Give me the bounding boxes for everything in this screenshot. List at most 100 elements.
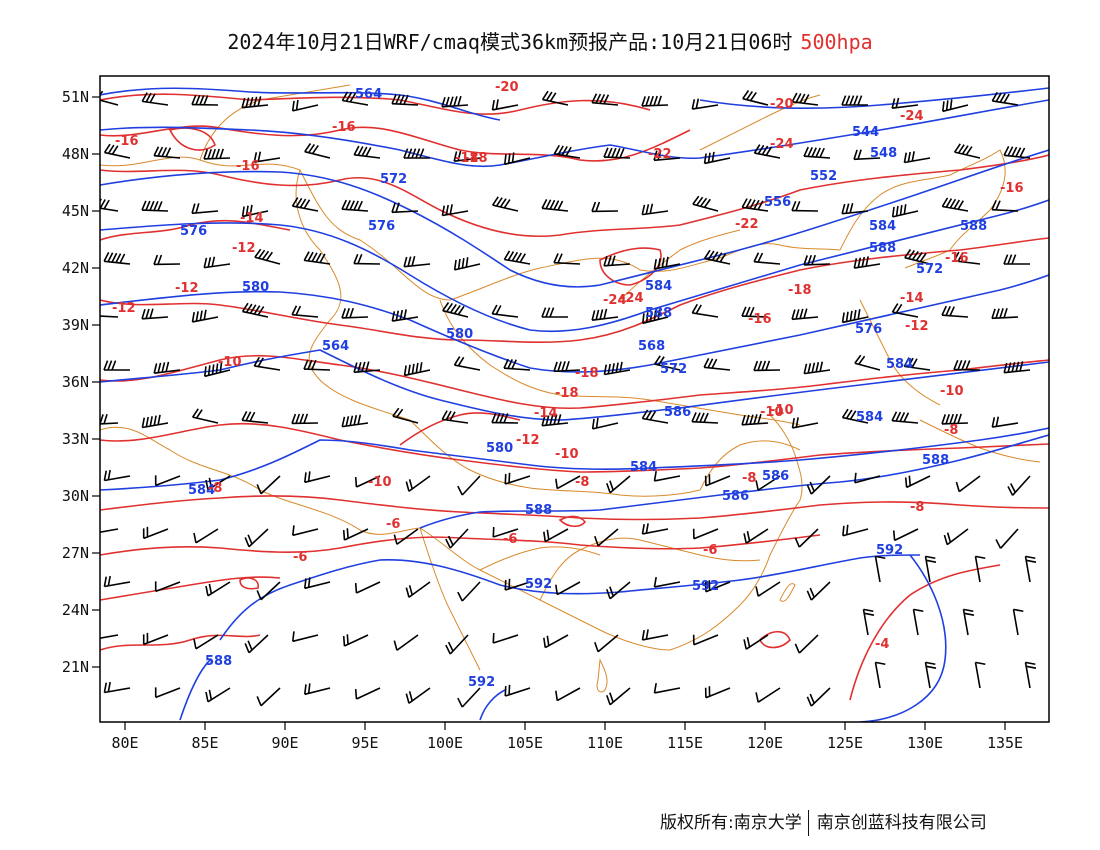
wind-barb — [405, 687, 431, 704]
wind-barb — [791, 92, 819, 106]
wind-barb — [555, 475, 581, 490]
temperature-label: -20 — [495, 80, 519, 95]
wind-barb — [253, 356, 281, 371]
wind-barb — [441, 204, 469, 217]
height-label: 586 — [664, 405, 691, 420]
temperature-label: -10 — [770, 403, 794, 418]
wind-barb — [503, 152, 531, 166]
x-axis: 80E 85E 90E 95E 100E 105E 110E 115E 120E 125E 130E… — [111, 722, 1023, 752]
temperature-label: -22 — [735, 217, 759, 232]
wind-barb — [741, 413, 769, 426]
wind-barb — [303, 251, 331, 265]
temperature-label: -18 — [788, 283, 812, 298]
wind-barb — [743, 634, 769, 650]
wind-barb — [154, 581, 181, 593]
wind-barb — [491, 99, 519, 111]
y-tick-label: 27N — [62, 544, 89, 562]
wind-barb — [892, 528, 919, 542]
wind-barb — [441, 95, 469, 108]
temperature-label: -10 — [555, 447, 579, 462]
wind-barb — [743, 528, 769, 544]
height-label: 572 — [660, 362, 687, 377]
wind-barb — [241, 204, 269, 218]
temperature-label: -16 — [115, 134, 139, 149]
wind-barb — [1007, 475, 1031, 496]
height-label: 592 — [876, 543, 903, 558]
height-label: 572 — [916, 262, 943, 277]
wind-barb — [641, 309, 669, 325]
wind-barb — [653, 470, 681, 482]
wind-barb — [591, 417, 619, 430]
wind-barb — [503, 250, 531, 265]
y-tick-label: 30N — [62, 487, 89, 505]
wind-barb — [692, 528, 719, 540]
wind-barb — [841, 203, 869, 215]
wind-barb — [457, 475, 481, 496]
temperature-label: -16 — [1000, 181, 1024, 196]
wind-barb — [1003, 145, 1031, 159]
wind-barb — [291, 305, 319, 318]
wind-barb — [853, 256, 881, 269]
wind-barb — [603, 361, 631, 376]
height-label: 588 — [205, 654, 232, 669]
wind-barb — [841, 309, 869, 324]
wind-barb — [391, 309, 419, 322]
wind-barb — [391, 202, 419, 214]
wind-barb — [954, 143, 981, 159]
wind-barb — [753, 144, 781, 159]
wind-barb — [341, 307, 369, 319]
wind-barb — [205, 581, 231, 597]
temperature-label: -18 — [464, 151, 488, 166]
wind-barb — [553, 144, 581, 159]
x-tick-label: 105E — [507, 734, 543, 752]
wind-barb — [1003, 254, 1030, 265]
wind-barb — [442, 302, 469, 318]
height-label: 584 — [886, 357, 913, 372]
wind-barb — [803, 254, 831, 266]
height-label: 584 — [856, 410, 883, 425]
wind-barb — [541, 307, 568, 318]
temperature-label: -6 — [293, 550, 307, 565]
wind-barb — [153, 361, 181, 374]
wind-barb — [974, 661, 986, 689]
wind-barb — [691, 98, 719, 110]
wind-barb — [393, 634, 419, 651]
wind-barb — [193, 528, 219, 544]
x-tick-label: 95E — [351, 734, 378, 752]
wind-barb — [903, 151, 931, 164]
wind-barb — [991, 200, 1019, 212]
wind-barb — [353, 361, 381, 374]
wind-barb — [553, 253, 581, 265]
wind-barb — [445, 634, 469, 655]
height-label: 544 — [852, 125, 879, 140]
wind-barb — [653, 682, 681, 694]
wind-barb — [403, 362, 431, 377]
height-label: 564 — [355, 87, 382, 102]
wind-barb — [594, 634, 619, 653]
wind-barb — [142, 632, 169, 646]
wind-barb — [704, 474, 731, 487]
temperature-label: -14 — [900, 291, 924, 306]
wind-barb — [603, 147, 631, 159]
temperature-label: -16 — [332, 120, 356, 135]
wind-barb — [912, 608, 924, 636]
wind-barb — [100, 528, 119, 533]
wind-barb — [100, 634, 119, 639]
wind-barb — [103, 251, 131, 265]
x-tick-label: 80E — [111, 734, 138, 752]
height-label: 576 — [368, 219, 395, 234]
wind-barb — [874, 661, 886, 689]
temperature-label: -8 — [910, 500, 924, 515]
height-label: 584 — [630, 460, 657, 475]
wind-barb — [941, 305, 969, 318]
wind-barb — [141, 92, 169, 106]
wind-barb — [291, 99, 319, 112]
wind-barb — [441, 410, 469, 424]
map-frame — [99, 75, 1050, 723]
wind-barb — [492, 633, 519, 644]
wind-barb — [641, 523, 669, 535]
wind-barb — [591, 93, 619, 106]
wind-barb — [841, 95, 868, 106]
temperature-label: -10 — [760, 405, 784, 420]
